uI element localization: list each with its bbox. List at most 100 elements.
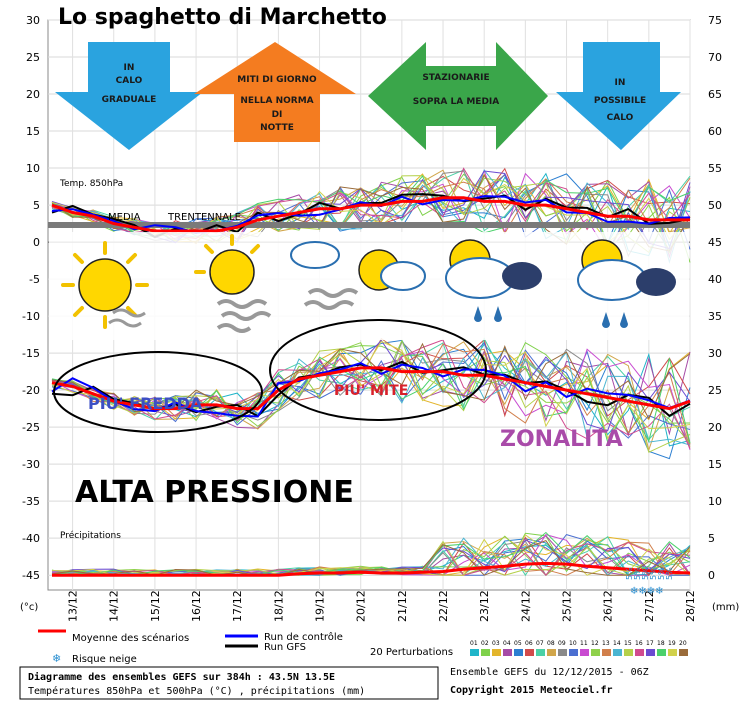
- left-tick-label: -20: [22, 384, 40, 397]
- precipitations-label: Précipitations: [60, 530, 121, 541]
- perturbation-swatch: [624, 649, 633, 656]
- arrow-both-shape: [368, 42, 548, 150]
- left-tick-label: 25: [26, 51, 40, 64]
- arrow-calo-graduale: IN CALO GRADUALE: [55, 42, 203, 150]
- left-tick-label: 0: [33, 236, 40, 249]
- perturbation-swatch: [558, 649, 567, 656]
- left-axis-unit: (°c): [20, 602, 38, 613]
- perturbation-line-500: [51, 338, 691, 418]
- arrow-stazionarie: STAZIONARIE SOPRA LA MEDIA: [368, 42, 548, 150]
- perturbation-swatch: [679, 649, 688, 656]
- left-tick-label: -15: [22, 347, 40, 360]
- perturbation-number: 09: [558, 640, 566, 647]
- legend-gfs-label: Run GFS: [264, 642, 306, 653]
- perturbation-number: 03: [492, 640, 500, 647]
- arrow-down-shape-2: [556, 42, 681, 150]
- chart-title: Lo spaghetto di Marchetto: [58, 5, 387, 30]
- perturbation-line-500: [51, 350, 691, 438]
- arrow-3-line1: STAZIONARIE: [422, 73, 489, 83]
- perturbation-swatch: [668, 649, 677, 656]
- perturbation-number: 05: [514, 640, 522, 647]
- perturbation-number: 07: [536, 640, 544, 647]
- right-tick-label: 10: [708, 495, 722, 508]
- right-tick-label: 20: [708, 421, 722, 434]
- left-tick-label: 20: [26, 88, 40, 101]
- date-tick-label: 15/12: [149, 590, 162, 622]
- right-tick-label: 5: [708, 532, 715, 545]
- right-tick-label: 40: [708, 273, 722, 286]
- perturbation-swatch: [547, 649, 556, 656]
- perturbation-number: 02: [481, 640, 489, 647]
- right-tick-label: 75: [708, 14, 722, 27]
- date-tick-label: 27/12: [643, 590, 656, 622]
- perturbation-line-500: [51, 340, 691, 440]
- perturbation-line-500: [51, 339, 691, 432]
- date-tick-label: 22/12: [437, 590, 450, 622]
- date-tick-label: 13/12: [67, 590, 80, 622]
- legend-snow-label: Risque neige: [72, 654, 137, 665]
- arrow-2-line2: NELLA NORMA: [240, 96, 313, 106]
- arrow-possibile-calo: IN POSSIBILE CALO: [556, 42, 681, 150]
- alta-pressione-label: ALTA PRESSIONE: [75, 475, 354, 510]
- perturbation-swatch: [470, 649, 479, 656]
- right-tick-label: 55: [708, 162, 722, 175]
- snow-risk-value: 5%: [657, 567, 666, 580]
- mean-line-850: [51, 196, 690, 233]
- snow-risk-value: 5%: [641, 567, 650, 580]
- footer-box: [19, 666, 439, 700]
- left-tick-label: 30: [26, 14, 40, 27]
- left-tick-label: -40: [22, 532, 40, 545]
- perturbation-swatch: [503, 649, 512, 656]
- snow-risk-icon: ❄❄❄❄: [630, 586, 664, 597]
- perturbation-swatch: [613, 649, 622, 656]
- left-tick-label: -45: [22, 569, 40, 582]
- arrow-2-line1: MITI DI GIORNO: [237, 75, 317, 85]
- left-tick-label: -5: [29, 273, 40, 286]
- arrow-4-line3: CALO: [607, 113, 634, 123]
- piu-fredda-ellipse: [53, 351, 263, 433]
- footer-copyright: Copyright 2015 Meteociel.fr: [450, 684, 613, 696]
- sun-rain-icon-2: [577, 239, 676, 328]
- trentennale-label: TRENTENNALE: [167, 212, 241, 223]
- legend-mean-label: Moyenne des scénarios: [72, 632, 189, 644]
- arrow-down-shape: [55, 42, 203, 150]
- perturbation-swatch: [580, 649, 589, 656]
- date-tick-label: 25/12: [561, 590, 574, 622]
- left-tick-label: -10: [22, 310, 40, 323]
- perturbation-line-precip: [51, 540, 691, 576]
- mean-line-precip: [52, 561, 691, 577]
- date-tick-label: 20/12: [355, 590, 368, 622]
- perturbation-swatch: [657, 649, 666, 656]
- arrow-1-line3: GRADUALE: [102, 95, 157, 105]
- perturbation-number: 20: [679, 640, 687, 647]
- sun-rain-icon: [445, 239, 542, 322]
- left-tick-label: -30: [22, 458, 40, 471]
- arrow-1-line2: CALO: [116, 76, 143, 86]
- axes: 302520151050-5-10-15-20-25-30-35-40-4575…: [22, 14, 722, 622]
- date-tick-label: 16/12: [190, 590, 203, 622]
- perturbation-swatch: [591, 649, 600, 656]
- left-tick-label: 10: [26, 162, 40, 175]
- right-tick-label: 35: [708, 310, 722, 323]
- perturbation-number: 15: [624, 640, 632, 647]
- temp850-label: Temp. 850hPa: [59, 179, 123, 189]
- sun-fog-icon: [194, 234, 272, 333]
- arrow-1-line1: IN: [124, 63, 135, 73]
- perturbation-swatch: [602, 649, 611, 656]
- right-tick-label: 70: [708, 51, 722, 64]
- perturbation-line-precip: [51, 531, 691, 576]
- right-tick-label: 30: [708, 347, 722, 360]
- snow-risk-value: 5%: [625, 567, 634, 580]
- right-tick-label: 50: [708, 199, 722, 212]
- date-tick-label: 23/12: [478, 590, 491, 622]
- footer-line2: Températures 850hPa et 500hPa (°C) , pré…: [28, 685, 365, 697]
- right-tick-label: 45: [708, 236, 722, 249]
- perturbation-number: 12: [591, 640, 599, 647]
- main-series-lines: [51, 193, 691, 577]
- legend-perturbations-label: 20 Perturbations: [370, 647, 453, 658]
- zonalita-label: ZONALITA: [500, 427, 623, 452]
- date-tick-label: 28/12: [684, 590, 697, 622]
- perturbation-swatch: [635, 649, 644, 656]
